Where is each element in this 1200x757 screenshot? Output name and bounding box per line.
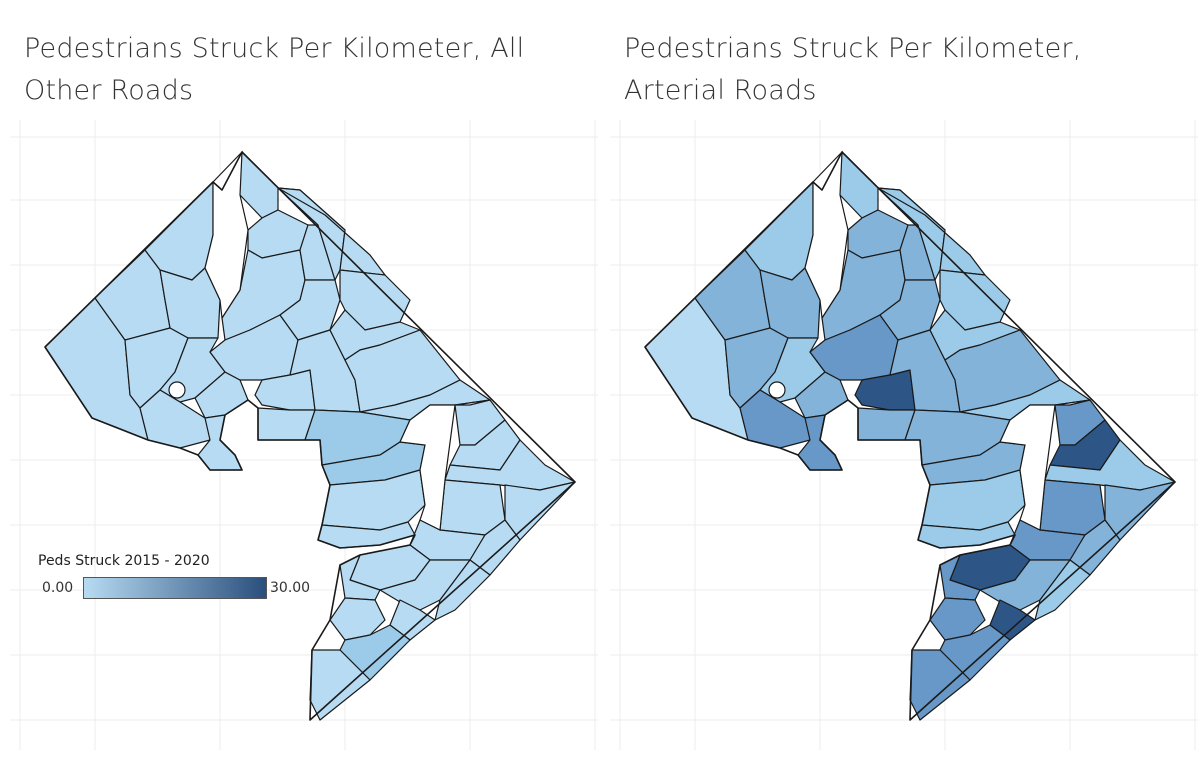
legend-min-label: 0.00 <box>42 580 74 596</box>
neighborhood-s-3[interactable] <box>434 559 491 621</box>
panel-title-arterial-roads: Pedestrians Struck Per Kilometer, Arteri… <box>624 28 1184 112</box>
neighborhood-se-7[interactable] <box>469 519 521 576</box>
neighborhood-s-3[interactable] <box>1034 559 1091 621</box>
water-cutout-2 <box>999 399 1091 531</box>
water-cutout-1 <box>204 150 249 320</box>
neighborhood-se-5[interactable] <box>504 481 576 541</box>
panel-title-line1: Pedestrians Struck Per Kilometer, All <box>24 33 525 64</box>
district-outline <box>44 151 576 721</box>
legend-max-label: 30.00 <box>270 580 311 596</box>
panel-title-line2: Other Roads <box>24 75 194 106</box>
panel-title-line2: Arterial Roads <box>624 75 817 106</box>
neighborhood-s-8[interactable] <box>309 649 371 721</box>
water-cutout-1 <box>804 150 849 320</box>
neighborhood-se-7[interactable] <box>1069 519 1121 576</box>
color-legend[interactable]: Peds Struck 2015 - 2020 0.00 30.00 <box>38 553 338 609</box>
map-panel-other-roads: Pedestrians Struck Per Kilometer, All Ot… <box>0 0 598 757</box>
map-other-roads <box>10 120 598 750</box>
water-cutout-2 <box>399 399 491 531</box>
neighborhood-s-5[interactable] <box>389 599 436 641</box>
neighborhood-s-5[interactable] <box>989 599 1036 641</box>
panel-title-line1: Pedestrians Struck Per Kilometer, <box>624 33 1082 64</box>
reservoir-cutout <box>168 381 186 399</box>
panel-title-other-roads: Pedestrians Struck Per Kilometer, All Ot… <box>24 28 584 112</box>
district-outline <box>644 151 1176 721</box>
legend-title: Peds Struck 2015 - 2020 <box>38 553 210 569</box>
map-arterial-roads <box>610 120 1198 750</box>
neighborhood-s-8[interactable] <box>909 649 971 721</box>
reservoir-cutout <box>768 381 786 399</box>
legend-color-ramp <box>83 577 267 599</box>
map-panel-arterial-roads: Pedestrians Struck Per Kilometer, Arteri… <box>600 0 1198 757</box>
neighborhood-se-5[interactable] <box>1104 481 1176 541</box>
